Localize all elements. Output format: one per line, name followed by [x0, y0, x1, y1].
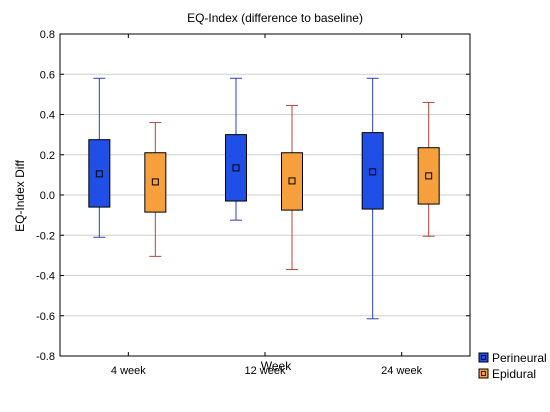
x-axis-title: Week — [261, 359, 292, 373]
legend: Perineural Epidural — [478, 351, 547, 381]
legend-swatch-marker — [481, 355, 486, 360]
y-tick-label: -0.8 — [36, 351, 55, 363]
median-marker — [95, 170, 103, 178]
y-tick-label: -0.2 — [36, 230, 55, 242]
median-marker — [232, 164, 240, 172]
legend-label: Epidural — [492, 367, 536, 381]
plot-area: 0.8 0.6 0.4 0.2 0.0 -0.2 -0.4 -0.6 -0.8 4 week 12 … — [36, 29, 471, 377]
y-tick-label: -0.4 — [36, 271, 55, 283]
legend-swatch — [478, 368, 489, 379]
y-tick-label: 0.0 — [40, 190, 55, 202]
box-epidural — [281, 152, 303, 211]
y-tick-label: -0.6 — [36, 311, 55, 323]
median-marker — [288, 177, 296, 185]
y-tick-label: 0.2 — [40, 150, 55, 162]
y-axis-title: EQ-Index Diff — [13, 159, 27, 231]
y-tick-label: 0.6 — [40, 69, 55, 81]
x-tick-label: 12 week — [245, 365, 286, 377]
x-tick-label: 24 week — [381, 365, 422, 377]
y-tick-label: 0.8 — [40, 29, 55, 41]
box-perineural — [225, 134, 247, 202]
box-epidural — [144, 152, 167, 213]
box-perineural — [361, 132, 384, 210]
legend-swatch — [478, 352, 489, 363]
box-epidural — [417, 147, 440, 205]
median-marker — [369, 168, 377, 176]
chart-title: EQ-Index (difference to baseline) — [187, 11, 363, 25]
median-marker — [425, 172, 433, 180]
legend-swatch-marker — [481, 371, 486, 376]
median-marker — [151, 178, 159, 186]
box-perineural — [88, 139, 111, 208]
legend-label: Perineural — [492, 351, 547, 365]
y-tick-label: 0.4 — [40, 110, 55, 122]
x-tick-label: 4 week — [111, 365, 146, 377]
